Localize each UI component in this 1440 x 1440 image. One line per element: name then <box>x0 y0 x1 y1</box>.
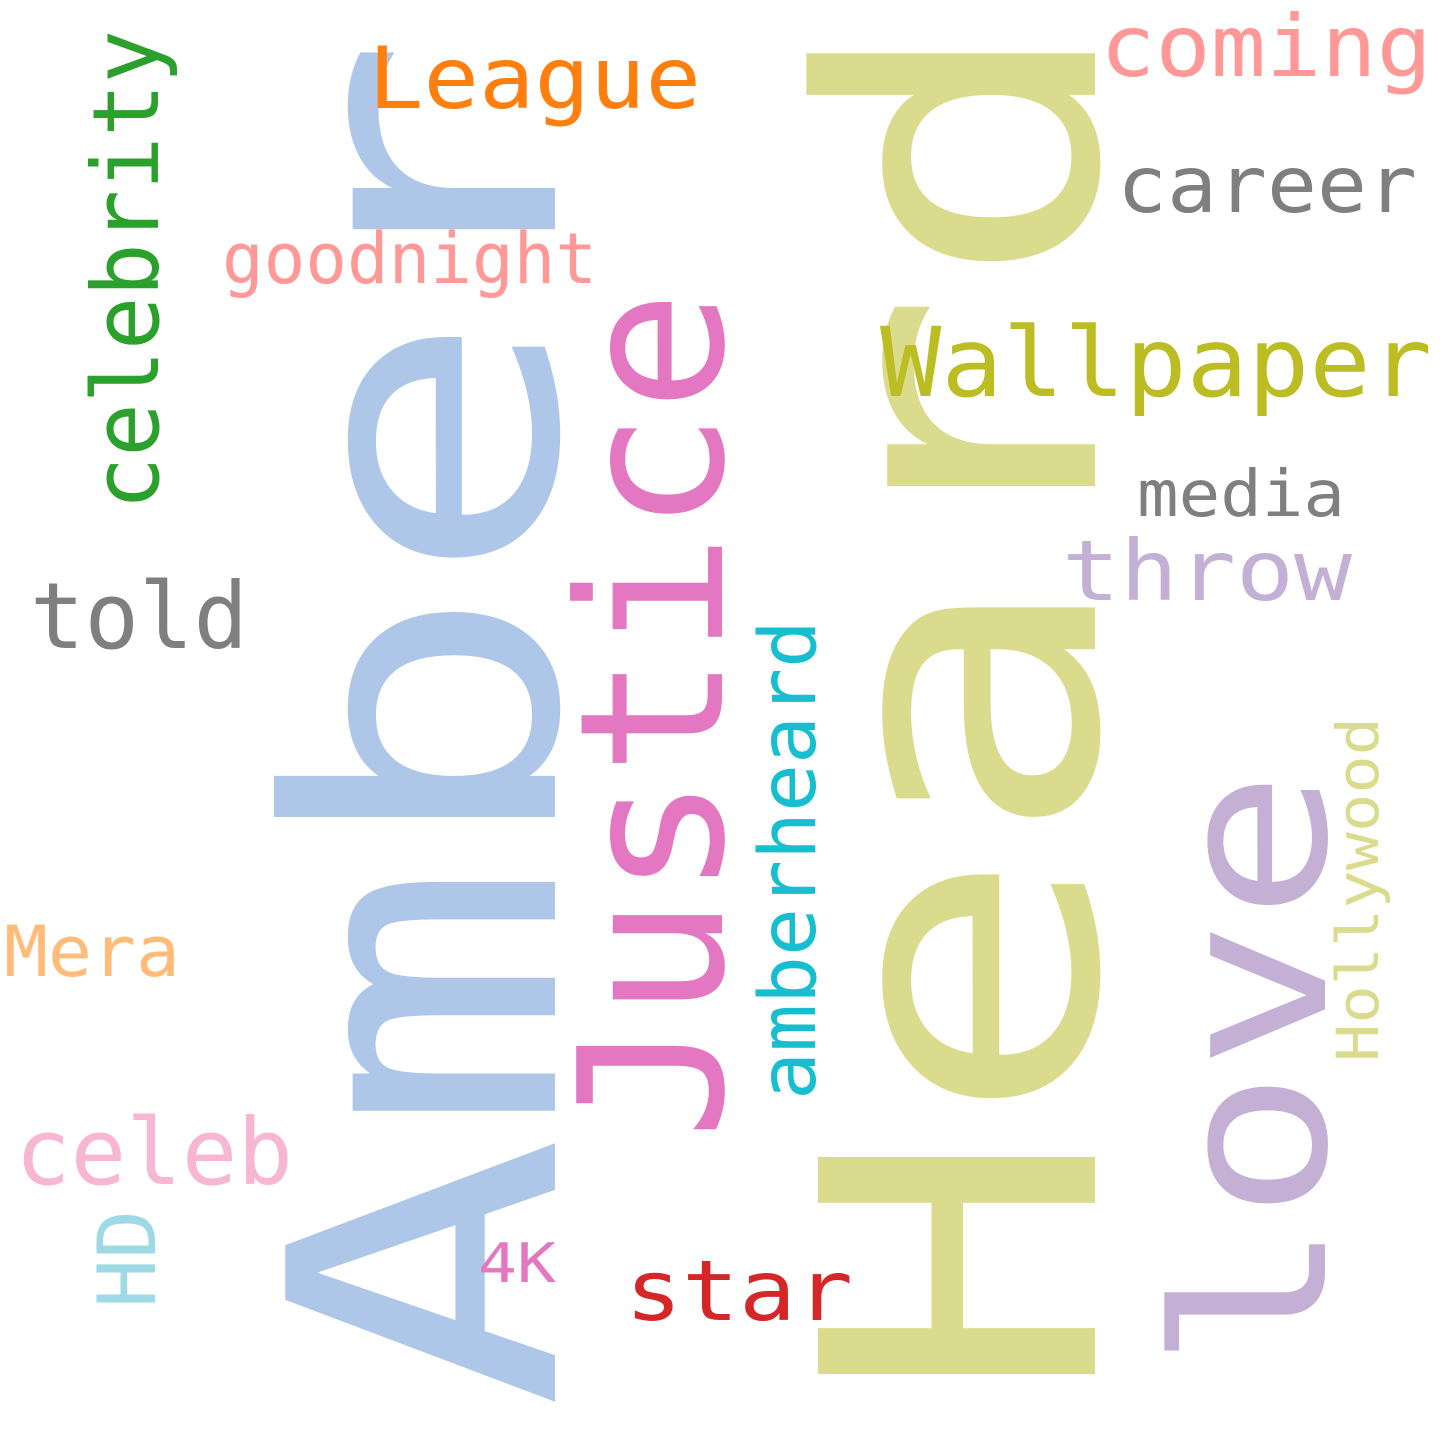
word-star: star <box>625 1242 853 1340</box>
word-justice: Justice <box>537 290 770 1140</box>
word-amber: Amber <box>213 35 643 1410</box>
word-mera: Mera <box>4 911 180 993</box>
word-4k: 4K <box>478 1232 557 1295</box>
word-hollywood: Hollywood <box>1324 717 1392 1062</box>
word-amberheard: amberheard <box>744 620 834 1100</box>
word-hd: HD <box>81 1210 174 1308</box>
word-coming: coming <box>1100 0 1432 97</box>
word-career: career <box>1117 141 1417 231</box>
word-league: League <box>368 29 701 129</box>
word-told: told <box>30 563 248 670</box>
word-heard: Heard <box>742 10 1185 1405</box>
word-love: love <box>1130 770 1375 1370</box>
word-wallpaper: Wallpaper <box>880 307 1432 419</box>
word-throw: throw <box>1062 522 1352 620</box>
word-celeb: celeb <box>15 1099 293 1206</box>
word-celebrity: celebrity <box>73 30 180 510</box>
word-media: media <box>1137 458 1345 532</box>
word-goodnight: goodnight <box>222 218 597 300</box>
